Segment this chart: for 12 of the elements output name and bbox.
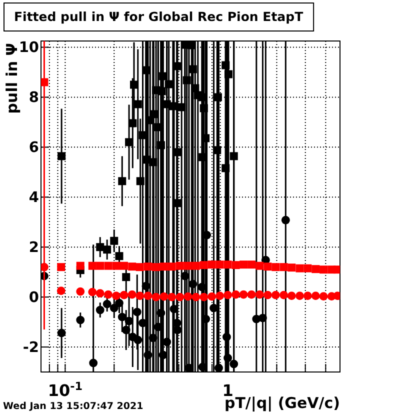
x-tick-label: 10$^{-1}$ [48,380,83,400]
x-tick-label: 1 [222,381,234,400]
text: Wed Jan 13 15:07:47 2021 [3,401,144,412]
y-tick-label: 8 [28,90,39,106]
y-tick-label: 0 [28,290,39,306]
chart-title: Fitted pull in Ψ for Global Rec Pion EtapT [14,9,304,24]
y-tick-label: -2 [22,340,39,356]
y-tick-label: 10 [18,40,39,56]
y-axis-title: pull in Ψ [3,43,21,114]
y-tick-label: 4 [28,190,39,206]
y-tick-label: 6 [28,140,39,156]
y-tick-label: 2 [28,240,39,256]
